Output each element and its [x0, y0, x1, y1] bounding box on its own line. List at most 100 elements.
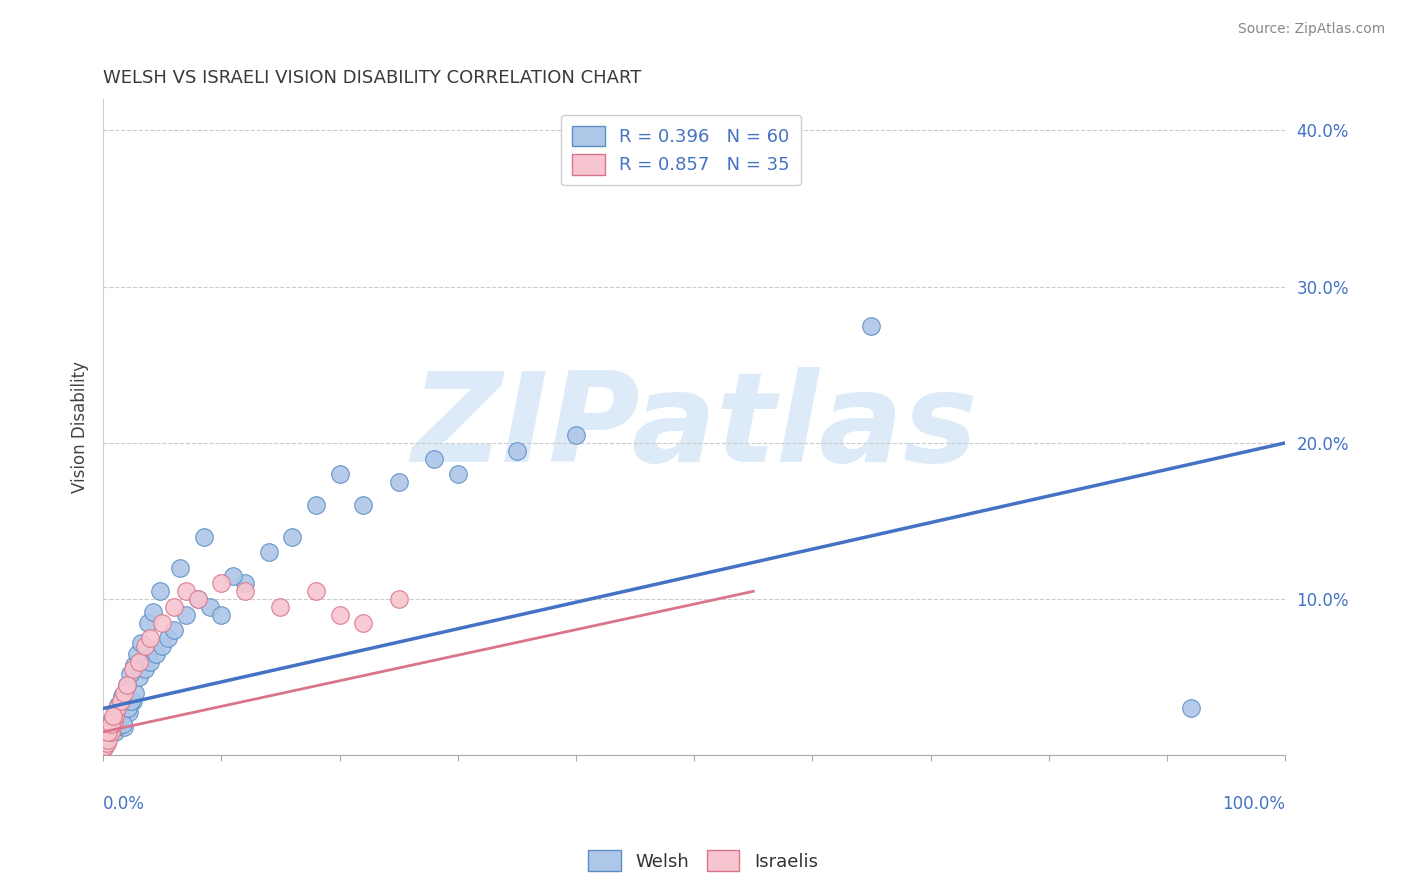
Point: [139, 631, 162, 645]
Point: [134, 662, 156, 676]
Point: [193, 530, 215, 544]
Legend: Welsh, Israelis: Welsh, Israelis: [581, 843, 825, 879]
Point: [111, 689, 134, 703]
Point: [103, 717, 125, 731]
Point: [101, 709, 124, 723]
Point: [118, 705, 141, 719]
Point: [105, 720, 128, 734]
Point: [104, 709, 127, 723]
Point: [388, 475, 411, 489]
Point: [97, 732, 120, 747]
Point: [149, 584, 172, 599]
Point: [328, 467, 350, 482]
Point: [94, 739, 117, 753]
Point: [124, 686, 146, 700]
Point: [150, 615, 173, 630]
Point: [96, 736, 118, 750]
Point: [233, 584, 256, 599]
Point: [93, 740, 115, 755]
Point: [94, 736, 117, 750]
Point: [115, 678, 138, 692]
Point: [305, 499, 328, 513]
Point: [121, 662, 143, 676]
Point: [209, 576, 232, 591]
Point: [104, 725, 127, 739]
Point: [100, 717, 122, 731]
Text: ZIPatlas: ZIPatlas: [411, 367, 977, 488]
Point: [98, 720, 121, 734]
Point: [127, 647, 149, 661]
Point: [121, 694, 143, 708]
Point: [506, 443, 529, 458]
Point: [115, 701, 138, 715]
Y-axis label: Vision Disability: Vision Disability: [72, 361, 89, 493]
Point: [157, 631, 180, 645]
Point: [136, 615, 159, 630]
Point: [565, 428, 588, 442]
Point: [139, 655, 162, 669]
Text: WELSH VS ISRAELI VISION DISABILITY CORRELATION CHART: WELSH VS ISRAELI VISION DISABILITY CORRE…: [103, 69, 641, 87]
Point: [134, 639, 156, 653]
Point: [1180, 701, 1202, 715]
Point: [115, 678, 138, 692]
Point: [98, 725, 121, 739]
Point: [96, 730, 118, 744]
Point: [103, 714, 125, 728]
Point: [121, 694, 143, 708]
Point: [129, 636, 152, 650]
Point: [105, 701, 128, 715]
Point: [112, 686, 135, 700]
Point: [233, 576, 256, 591]
Point: [94, 730, 117, 744]
Point: [222, 568, 245, 582]
Point: [101, 717, 124, 731]
Point: [163, 599, 186, 614]
Point: [305, 584, 328, 599]
Point: [117, 701, 139, 715]
Point: [94, 732, 117, 747]
Point: [101, 717, 124, 731]
Point: [98, 725, 121, 739]
Point: [122, 657, 145, 672]
Point: [352, 615, 374, 630]
Point: [105, 709, 128, 723]
Point: [112, 717, 135, 731]
Point: [174, 584, 197, 599]
Point: [97, 725, 120, 739]
Point: [128, 670, 150, 684]
Point: [142, 605, 165, 619]
Point: [209, 607, 232, 622]
Point: [169, 561, 191, 575]
Text: Source: ZipAtlas.com: Source: ZipAtlas.com: [1237, 22, 1385, 37]
Point: [110, 694, 132, 708]
Point: [107, 698, 129, 713]
Point: [112, 720, 135, 734]
Point: [108, 709, 131, 723]
Point: [423, 451, 446, 466]
Point: [96, 732, 118, 747]
Point: [97, 725, 120, 739]
Point: [98, 720, 121, 734]
Point: [352, 499, 374, 513]
Point: [187, 592, 209, 607]
Point: [120, 667, 142, 681]
Point: [110, 717, 132, 731]
Point: [163, 624, 186, 638]
Text: 0.0%: 0.0%: [103, 795, 145, 813]
Legend: R = 0.396   N = 60, R = 0.857   N = 35: R = 0.396 N = 60, R = 0.857 N = 35: [561, 115, 800, 186]
Point: [100, 714, 122, 728]
Point: [100, 725, 122, 739]
Point: [269, 599, 291, 614]
Point: [187, 592, 209, 607]
Point: [281, 530, 304, 544]
Point: [447, 467, 470, 482]
Point: [150, 639, 173, 653]
Text: 100.0%: 100.0%: [1222, 795, 1285, 813]
Point: [860, 318, 883, 333]
Point: [93, 736, 115, 750]
Point: [104, 705, 127, 719]
Point: [328, 607, 350, 622]
Point: [128, 655, 150, 669]
Point: [198, 599, 221, 614]
Point: [145, 647, 167, 661]
